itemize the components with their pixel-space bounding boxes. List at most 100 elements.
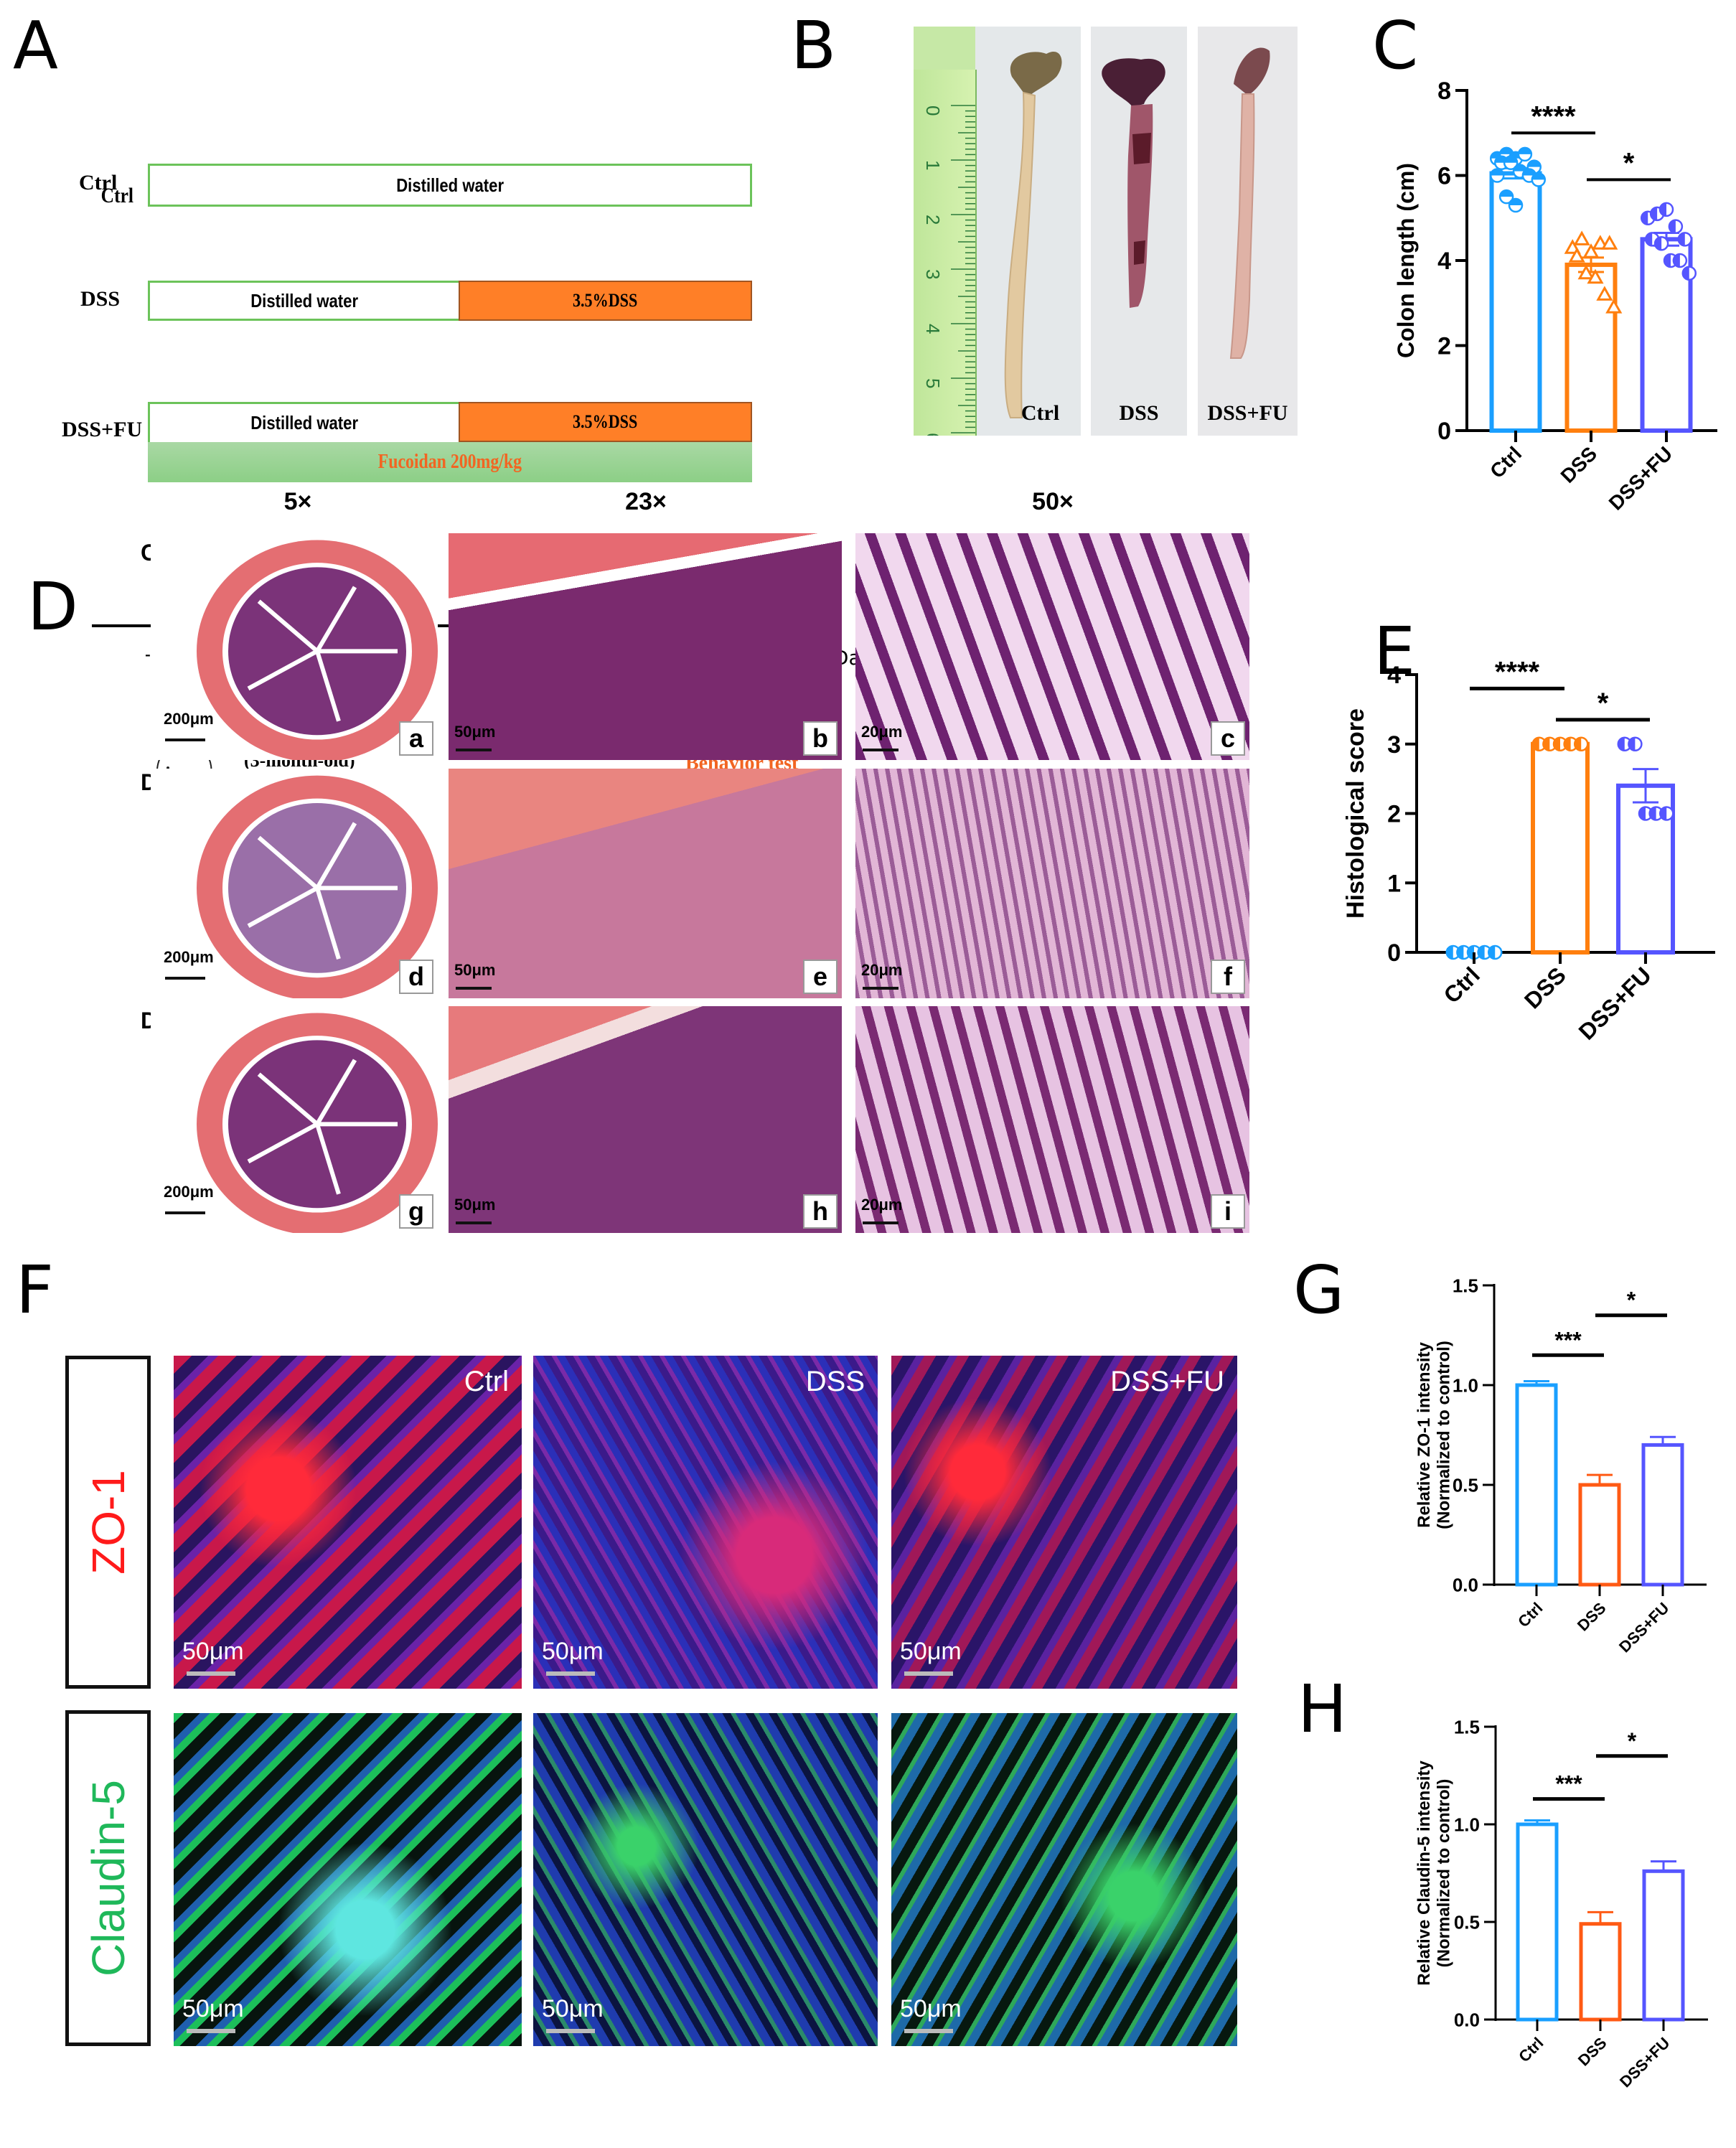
- scale-label: 200μm: [164, 1183, 214, 1201]
- scale-bar: [456, 987, 492, 990]
- if-image-tile: Ctrl 50μm: [174, 1356, 522, 1689]
- he-image-tile: 50μm e: [449, 769, 842, 998]
- scale-label: 200μm: [164, 710, 214, 728]
- svg-text:Ctrl: Ctrl: [1515, 2034, 1547, 2065]
- panel-letter-d: D: [27, 568, 78, 645]
- group-label-dss-fu: DSS+FU: [62, 418, 143, 441]
- scale-label: 50μm: [542, 1995, 604, 2022]
- svg-text:4: 4: [1437, 248, 1451, 275]
- svg-text:6: 6: [1437, 163, 1451, 190]
- svg-text:0.5: 0.5: [1454, 1911, 1480, 1933]
- svg-text:***: ***: [1555, 1771, 1582, 1797]
- tile-tag: i: [1211, 1194, 1245, 1229]
- scale-bar: [165, 1211, 205, 1214]
- colon-cross-section: [197, 1013, 438, 1233]
- colon-cross-section: [197, 775, 438, 998]
- tile-tag: e: [803, 960, 837, 994]
- scale-label: 50μm: [900, 1995, 962, 2022]
- scale-bar: [546, 1671, 595, 1676]
- condition-label: DSS+FU: [1110, 1366, 1224, 1397]
- scale-bar: [863, 987, 899, 990]
- fucoidan-bar: Fucoidan 200mg/kg: [148, 442, 752, 482]
- scale-bar: [904, 1671, 953, 1676]
- tile-tag: f: [1211, 960, 1245, 994]
- svg-text:Colon length (cm): Colon length (cm): [1393, 163, 1419, 358]
- scale-bar: [165, 738, 205, 741]
- svg-text:4: 4: [1387, 662, 1401, 689]
- tile-tag: b: [803, 721, 837, 756]
- svg-text:5: 5: [922, 378, 944, 388]
- scale-label: 50μm: [542, 1638, 604, 1665]
- svg-text:****: ****: [1531, 100, 1576, 132]
- scale-label: 20μm: [861, 961, 903, 979]
- svg-text:0: 0: [922, 105, 944, 116]
- photo-label-dss-fu: DSS+FU: [1207, 401, 1288, 425]
- svg-text:***: ***: [1554, 1327, 1582, 1353]
- scale-label: 50μm: [454, 723, 496, 741]
- svg-text:0.0: 0.0: [1454, 2009, 1480, 2030]
- group-label-dss: DSS: [80, 287, 121, 311]
- scale-bar: [187, 1671, 235, 1676]
- scale-label: 50μm: [182, 1995, 244, 2022]
- panel-letter-g: G: [1293, 1252, 1345, 1328]
- svg-text:*: *: [1597, 688, 1609, 719]
- svg-text:4: 4: [922, 324, 944, 334]
- scale-bar: [546, 2029, 595, 2033]
- panel-letter-a: A: [13, 7, 58, 84]
- ctrl-water-bar: Distilled water: [148, 164, 752, 207]
- col-header-23x: 23×: [625, 488, 667, 515]
- svg-text:*: *: [1623, 147, 1635, 179]
- svg-text:3: 3: [1387, 731, 1401, 759]
- scale-bar: [165, 977, 205, 980]
- svg-text:****: ****: [1495, 656, 1540, 688]
- svg-text:DSS+FU: DSS+FU: [1616, 2034, 1673, 2091]
- he-image-tile: 50μm b: [449, 533, 842, 760]
- if-image-tile: DSS 50μm: [533, 1356, 878, 1689]
- scale-bar: [456, 1221, 492, 1224]
- scale-bar: [456, 749, 492, 751]
- photo-dss: DSS: [1091, 27, 1187, 436]
- scale-bar: [187, 2029, 235, 2033]
- stain-label-box-claudin5: Claudin-5: [65, 1710, 151, 2046]
- svg-text:2: 2: [1437, 333, 1451, 360]
- colon-dss-fu-specimen: [1229, 47, 1270, 359]
- svg-text:0.0: 0.0: [1453, 1574, 1478, 1595]
- svg-text:3: 3: [922, 269, 944, 279]
- tile-tag: d: [399, 960, 433, 994]
- ruler-ticks: 0 1 2 3 4 5 6: [922, 105, 975, 436]
- if-image-tile: 50μm: [891, 1713, 1237, 2046]
- stain-label-zo1: ZO-1: [82, 1470, 134, 1575]
- svg-text:1.0: 1.0: [1453, 1374, 1478, 1396]
- tile-tag: g: [399, 1194, 433, 1229]
- svg-text:6: 6: [922, 433, 944, 436]
- photo-label-dss: DSS: [1119, 401, 1159, 425]
- svg-text:1.5: 1.5: [1453, 1275, 1478, 1296]
- stain-label-box-zo1: ZO-1: [65, 1356, 151, 1689]
- svg-text:Relative Claudin-5 intensity: Relative Claudin-5 intensity: [1414, 1760, 1434, 1986]
- group-label-ctrl-text: Ctrl: [79, 171, 118, 194]
- scale-label: 50μm: [900, 1638, 962, 1665]
- colon-dss-specimen: [1102, 58, 1165, 308]
- svg-text:8: 8: [1437, 78, 1451, 105]
- scale-label: 20μm: [861, 723, 903, 741]
- svg-text:DSS: DSS: [1519, 962, 1571, 1013]
- he-image-tile: 50μm h: [449, 1006, 842, 1233]
- svg-text:0: 0: [1437, 418, 1451, 445]
- panel-letter-c: C: [1372, 7, 1419, 84]
- dss-water-label: Distilled water: [250, 289, 358, 311]
- svg-text:0: 0: [1387, 939, 1401, 967]
- condition-label: DSS: [805, 1366, 865, 1397]
- if-image-tile: DSS+FU 50μm: [891, 1356, 1237, 1689]
- dss-treatment-label: 3.5%DSS: [573, 290, 638, 311]
- col-header-50x: 50×: [1032, 488, 1074, 515]
- svg-text:Ctrl: Ctrl: [1514, 1599, 1546, 1631]
- svg-text:0.5: 0.5: [1453, 1474, 1478, 1496]
- fu-dss-label: 3.5%DSS: [573, 411, 638, 432]
- svg-text:Relative ZO-1 intensity: Relative ZO-1 intensity: [1414, 1341, 1434, 1527]
- condition-label: Ctrl: [464, 1366, 509, 1397]
- svg-text:Histological score: Histological score: [1342, 708, 1369, 919]
